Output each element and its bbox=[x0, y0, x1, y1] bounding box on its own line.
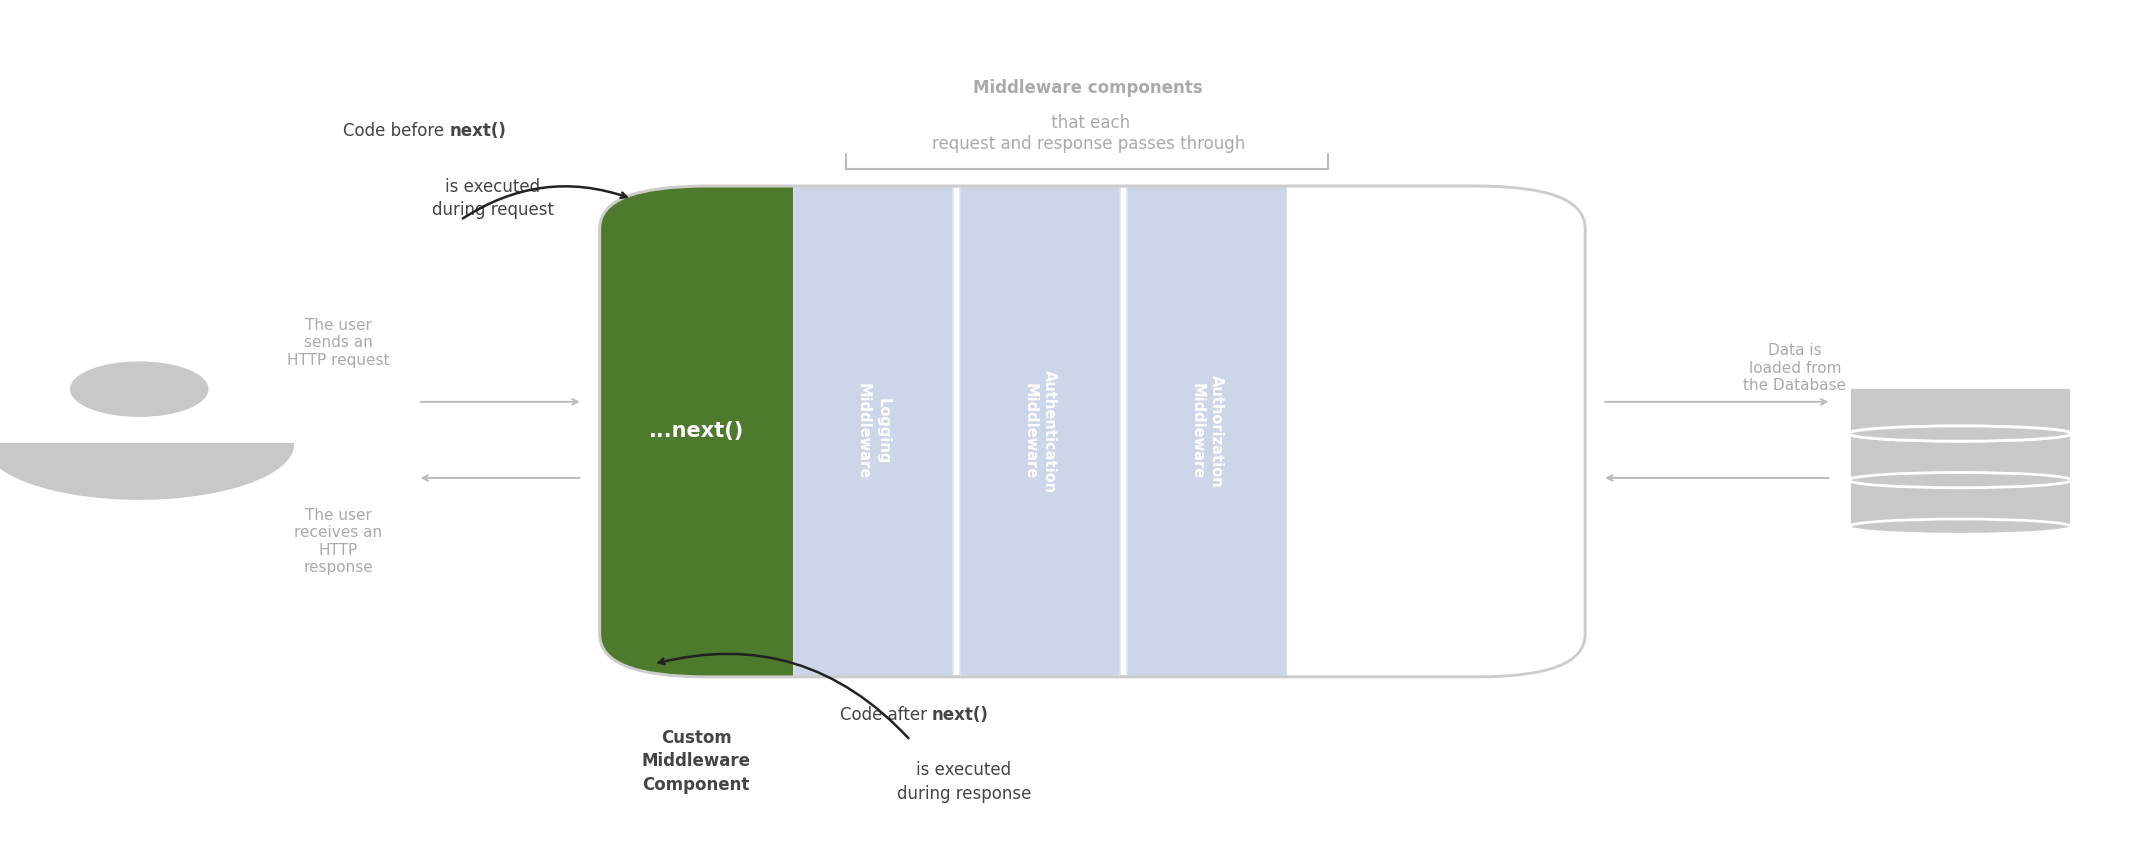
Text: Code after: Code after bbox=[840, 706, 932, 724]
Text: next(): next() bbox=[450, 122, 508, 140]
Circle shape bbox=[71, 362, 208, 416]
Bar bbox=[960, 186, 1120, 677]
Text: Code before: Code before bbox=[343, 122, 450, 140]
FancyBboxPatch shape bbox=[600, 186, 793, 677]
Bar bbox=[696, 186, 793, 677]
Text: is executed
during response: is executed during response bbox=[897, 761, 1030, 803]
Text: that each
request and response passes through: that each request and response passes th… bbox=[932, 114, 1245, 153]
Ellipse shape bbox=[1849, 426, 2071, 442]
Text: Logging
Middleware: Logging Middleware bbox=[855, 383, 891, 480]
Bar bbox=[1127, 186, 1287, 677]
Text: Middleware components: Middleware components bbox=[972, 80, 1204, 97]
Polygon shape bbox=[0, 444, 293, 499]
Ellipse shape bbox=[1849, 519, 2071, 535]
Bar bbox=[1849, 433, 2071, 481]
Text: ...next(): ...next() bbox=[649, 421, 743, 442]
Bar bbox=[1287, 186, 1585, 677]
Text: next(): next() bbox=[932, 706, 990, 724]
Bar bbox=[1849, 481, 2071, 526]
Text: The user
sends an
HTTP request: The user sends an HTTP request bbox=[287, 318, 390, 367]
Text: Authorization
Middleware: Authorization Middleware bbox=[1189, 375, 1225, 488]
Text: is executed
during request: is executed during request bbox=[433, 178, 553, 219]
Bar bbox=[1849, 387, 2071, 433]
FancyBboxPatch shape bbox=[600, 186, 1585, 677]
Text: Data is
loaded from
the Database: Data is loaded from the Database bbox=[1744, 343, 1846, 393]
Ellipse shape bbox=[1849, 472, 2071, 487]
Text: Custom
Middleware
Component: Custom Middleware Component bbox=[643, 728, 750, 794]
Text: The user
receives an
HTTP
response: The user receives an HTTP response bbox=[293, 508, 383, 575]
Ellipse shape bbox=[1849, 426, 2071, 442]
Bar bbox=[793, 186, 953, 677]
Text: Authentication
Middleware: Authentication Middleware bbox=[1022, 370, 1058, 493]
